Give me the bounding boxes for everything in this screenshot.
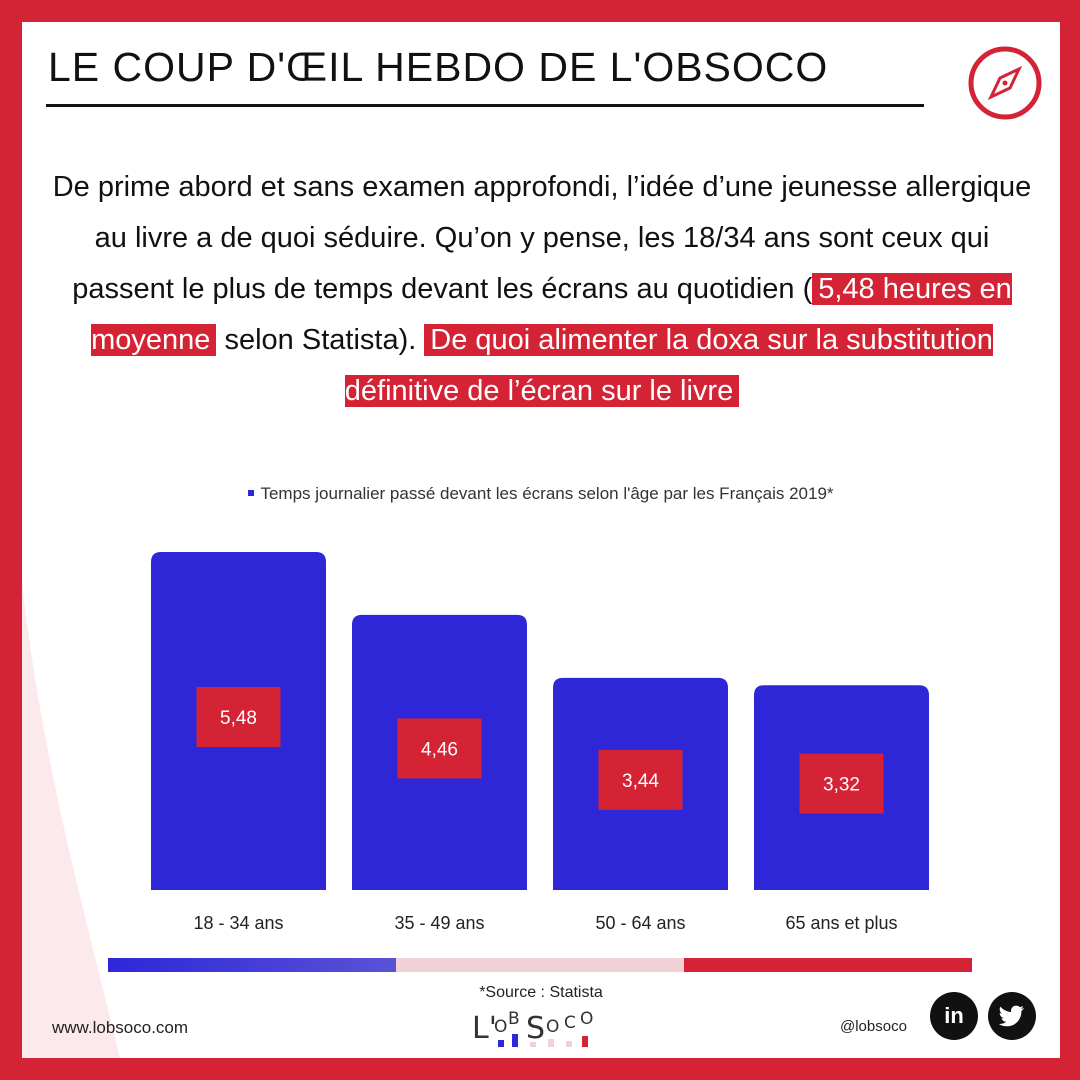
background-swoosh bbox=[22, 22, 120, 1058]
obsoco-logo: L' O B S O C O bbox=[470, 1006, 610, 1058]
value-box-3 bbox=[598, 749, 683, 810]
legend-swatch bbox=[248, 489, 255, 496]
tricolor-bar bbox=[108, 958, 972, 972]
category-label-2: 35 - 49 ans bbox=[394, 913, 484, 933]
intro-text-part2: selon Statista). bbox=[224, 324, 417, 356]
value-box-1 bbox=[196, 687, 281, 747]
svg-text:O: O bbox=[494, 1017, 507, 1037]
value-label-1: 5,48 bbox=[220, 708, 257, 729]
value-label-3: 3,44 bbox=[622, 771, 659, 792]
website-link[interactable]: www.lobsoco.com bbox=[52, 1018, 189, 1037]
source-note: *Source : Statista bbox=[479, 984, 603, 1001]
svg-text:S: S bbox=[526, 1011, 545, 1046]
intro-text-part1: De prime abord et sans examen approfondi… bbox=[52, 171, 1032, 305]
chart-legend: Temps journalier passé devant les écrans… bbox=[22, 484, 1060, 504]
svg-text:L': L' bbox=[472, 1011, 497, 1046]
category-label-3: 50 - 64 ans bbox=[595, 913, 685, 933]
twitter-icon[interactable] bbox=[988, 992, 1036, 1040]
category-label-4: 65 ans et plus bbox=[785, 913, 897, 933]
linkedin-icon[interactable]: in bbox=[930, 992, 978, 1040]
category-label-1: 18 - 34 ans bbox=[193, 913, 283, 933]
svg-text:O: O bbox=[546, 1017, 559, 1037]
bar-chart: 5,48 18 - 34 ans 4,46 35 - 49 ans 3,44 50 - 6… bbox=[151, 552, 929, 933]
twitter-handle: @lobsoco bbox=[840, 1018, 907, 1035]
value-box-4 bbox=[799, 753, 884, 814]
svg-text:O: O bbox=[580, 1009, 593, 1029]
intro-text: De prime abord et sans examen approfondi… bbox=[52, 162, 1032, 417]
chart-title: Temps journalier passé devant les écrans… bbox=[260, 484, 834, 503]
value-box-2 bbox=[397, 718, 482, 779]
value-label-2: 4,46 bbox=[421, 739, 458, 760]
svg-text:B: B bbox=[508, 1009, 520, 1029]
page-title: LE COUP D'ŒIL HEBDO DE L'OBSOCO bbox=[48, 44, 829, 90]
value-label-4: 3,32 bbox=[823, 775, 860, 796]
title-underline bbox=[46, 104, 924, 107]
post-frame: LE COUP D'ŒIL HEBDO DE L'OBSOCO De prime… bbox=[22, 22, 1060, 1058]
svg-text:C: C bbox=[564, 1013, 576, 1033]
compass-icon[interactable] bbox=[966, 44, 1044, 122]
